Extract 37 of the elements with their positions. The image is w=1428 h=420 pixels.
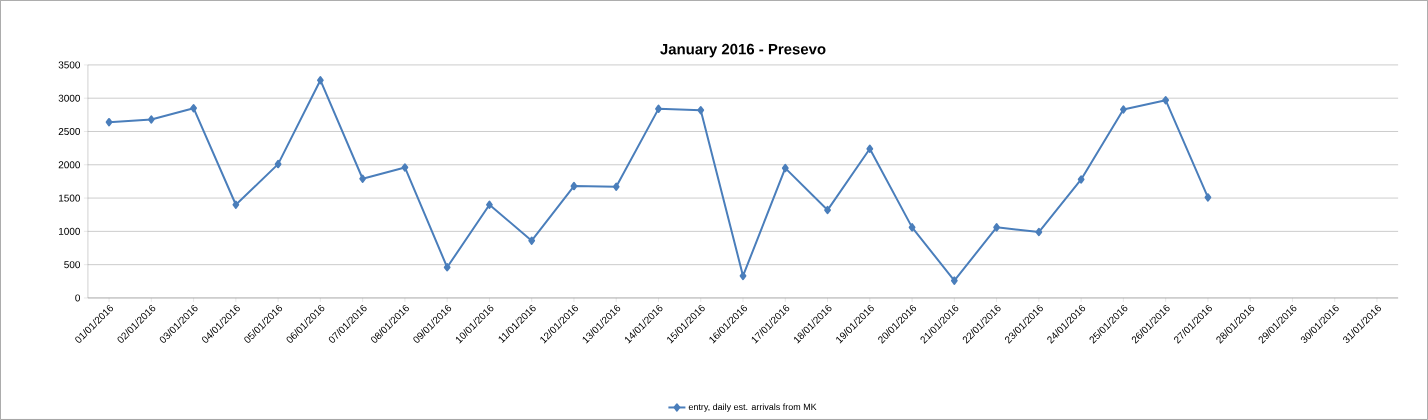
- point: [190, 104, 197, 113]
- y-tick-label: 3000: [58, 94, 81, 102]
- point: [866, 144, 874, 154]
- y-tick-label: 0: [75, 294, 81, 302]
- point: [232, 200, 240, 209]
- point: [570, 181, 578, 191]
- point: [781, 163, 789, 173]
- y-tick-label: 1000: [59, 227, 81, 235]
- point: [1120, 105, 1127, 114]
- point: [1035, 227, 1043, 237]
- point: [486, 200, 493, 209]
- point: [993, 223, 1001, 232]
- point: [950, 276, 958, 285]
- point: [1077, 175, 1085, 184]
- point: [612, 182, 620, 192]
- y-tick-label: 3500: [58, 61, 81, 69]
- point: [739, 271, 747, 281]
- point: [443, 263, 451, 272]
- point: [824, 205, 831, 215]
- point: [105, 118, 113, 127]
- point: [147, 115, 155, 124]
- point: [1162, 96, 1170, 105]
- y-tick-label: 2500: [58, 128, 81, 136]
- point: [1204, 193, 1212, 202]
- point: [697, 106, 705, 115]
- point: [528, 236, 536, 245]
- point: [316, 76, 324, 85]
- chart-title: January 2016 - Presevo: [660, 43, 826, 58]
- y-tick-label: 1500: [59, 194, 81, 202]
- y-tick-label: 500: [64, 261, 81, 269]
- point: [274, 159, 282, 169]
- y-tick-label: 2000: [58, 161, 81, 169]
- point: [655, 104, 662, 114]
- point: [359, 174, 367, 184]
- point: [908, 223, 916, 232]
- point: [401, 163, 409, 172]
- legend-label: entry, daily est. arrivals from MK: [688, 403, 817, 412]
